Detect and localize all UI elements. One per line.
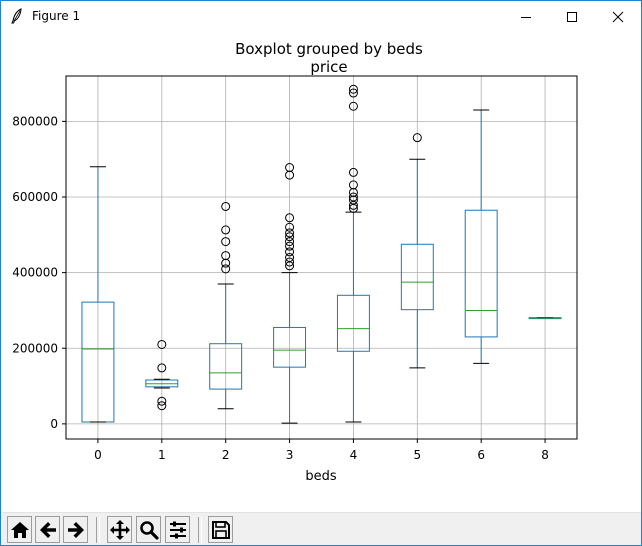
flier-point bbox=[285, 228, 295, 238]
y-tick-label: 200000 bbox=[12, 341, 58, 355]
flier-point bbox=[348, 101, 358, 111]
flier-point bbox=[221, 201, 231, 211]
flier-point bbox=[412, 133, 422, 143]
chart-subtitle: price bbox=[310, 58, 347, 76]
flier-point bbox=[348, 203, 358, 213]
x-tick-label: 6 bbox=[477, 448, 485, 462]
plot-frame bbox=[65, 75, 578, 440]
forward-arrow-icon bbox=[67, 521, 84, 538]
box bbox=[209, 343, 243, 390]
flier-point bbox=[285, 247, 295, 257]
pan-button[interactable] bbox=[107, 516, 132, 543]
move-icon bbox=[109, 519, 130, 540]
y-tick-label: 400000 bbox=[12, 266, 58, 280]
flier-point bbox=[348, 88, 358, 98]
flier-point bbox=[285, 170, 295, 180]
y-tick-label: 800000 bbox=[12, 114, 58, 128]
minimize-icon bbox=[521, 16, 531, 18]
flier-point bbox=[348, 84, 358, 94]
zoom-button[interactable] bbox=[136, 516, 161, 543]
figure-canvas[interactable]: Boxplot grouped by beds price 0 1 2 3 4 5 6 8 0 2… bbox=[1, 32, 641, 512]
close-icon bbox=[612, 11, 624, 22]
box bbox=[336, 294, 370, 352]
home-icon bbox=[10, 521, 29, 538]
x-tick-label: 5 bbox=[413, 448, 421, 462]
x-tick-label: 0 bbox=[94, 448, 102, 462]
toolbar-separator bbox=[96, 517, 100, 543]
minimize-button[interactable] bbox=[503, 1, 549, 32]
boxplot-chart: Boxplot grouped by beds price 0 1 2 3 4 5 6 8 0 2… bbox=[12, 40, 578, 484]
x-tick-label: 2 bbox=[222, 448, 230, 462]
back-button[interactable] bbox=[35, 516, 60, 543]
flier-point bbox=[221, 258, 231, 268]
axis-ticks: 0 1 2 3 4 5 6 8 0 200000 400000 600000 800000 bbox=[12, 114, 549, 462]
flier-point bbox=[157, 396, 167, 406]
boxes bbox=[81, 84, 562, 424]
flier-point bbox=[221, 264, 231, 274]
x-tick-label: 1 bbox=[158, 448, 166, 462]
flier-point bbox=[157, 339, 167, 349]
zoom-icon bbox=[139, 520, 159, 540]
flier-point bbox=[285, 257, 295, 267]
y-tick-label: 0 bbox=[50, 417, 58, 431]
flier-point bbox=[285, 213, 295, 223]
box bbox=[464, 209, 498, 338]
grid bbox=[66, 76, 577, 439]
y-tick-label: 600000 bbox=[12, 190, 58, 204]
maximize-icon bbox=[567, 11, 577, 22]
flier-point bbox=[285, 232, 295, 242]
flier-point bbox=[221, 237, 231, 247]
x-tick-label: 4 bbox=[350, 448, 358, 462]
flier-point bbox=[348, 200, 358, 210]
subplots-button[interactable] bbox=[165, 516, 190, 543]
title-bar: Figure 1 bbox=[1, 1, 641, 32]
toolbar-separator bbox=[198, 517, 202, 543]
back-arrow-icon bbox=[39, 521, 56, 538]
flier-point bbox=[285, 241, 295, 251]
save-icon bbox=[211, 520, 230, 539]
close-button[interactable] bbox=[595, 1, 641, 32]
flier-point bbox=[221, 225, 231, 235]
home-button[interactable] bbox=[7, 516, 32, 543]
flier-point bbox=[285, 261, 295, 271]
flier-point bbox=[157, 401, 167, 411]
x-axis-label: beds bbox=[305, 469, 337, 484]
box bbox=[273, 326, 307, 368]
feather-icon bbox=[11, 8, 22, 24]
flier-point bbox=[285, 237, 295, 247]
save-button[interactable] bbox=[208, 516, 233, 543]
navigation-toolbar bbox=[1, 512, 641, 545]
forward-button[interactable] bbox=[63, 516, 88, 543]
window-title: Figure 1 bbox=[32, 9, 81, 23]
flier-point bbox=[348, 167, 358, 177]
sliders-icon bbox=[169, 521, 186, 538]
x-tick-label: 8 bbox=[541, 448, 549, 462]
x-tick-label: 3 bbox=[286, 448, 294, 462]
flier-point bbox=[157, 363, 167, 373]
box bbox=[400, 243, 434, 311]
chart-title: Boxplot grouped by beds bbox=[235, 40, 423, 58]
maximize-button[interactable] bbox=[549, 1, 595, 32]
flier-point bbox=[285, 222, 295, 232]
